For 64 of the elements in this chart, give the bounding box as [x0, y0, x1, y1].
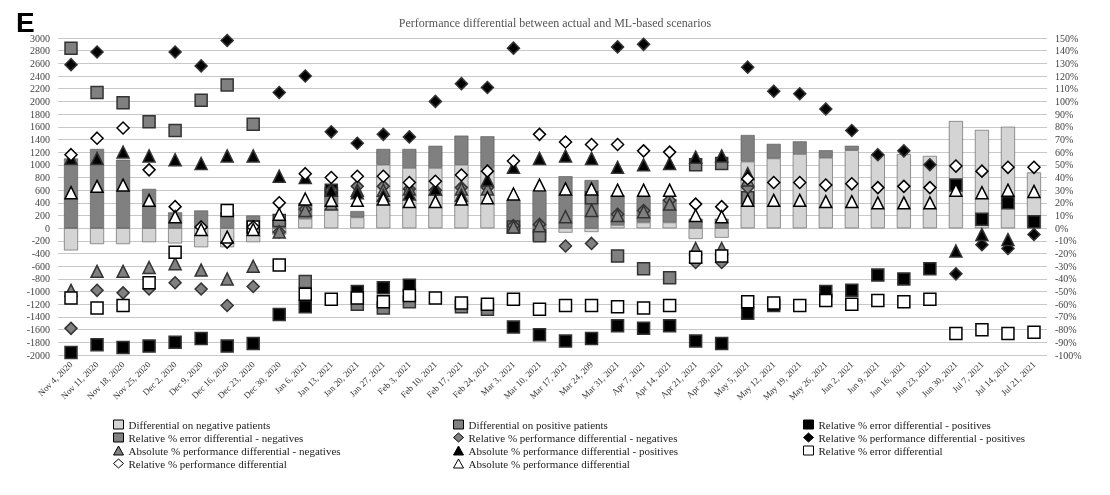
y-tick-label: 2600 [30, 57, 50, 69]
y-tick-label: -2000 [26, 349, 50, 361]
legend-label: Relative % performance differential - positives [818, 431, 1026, 444]
y2-tick-label: 70% [1055, 133, 1074, 145]
legend-label: Differential on positive patients [468, 418, 608, 431]
y-tick-label: 400 [35, 197, 50, 209]
y2-tick-label: 30% [1055, 184, 1074, 196]
y2-tick-label: 40% [1055, 171, 1074, 183]
y-tick-label: -1600 [26, 324, 50, 336]
y2-tick-label: -20% [1055, 248, 1077, 260]
y2-tick-label: -30% [1055, 260, 1077, 272]
legend-label: Differential on negative patients [128, 418, 271, 431]
y-tick-label: 2000 [30, 95, 50, 107]
y2-tick-label: 130% [1055, 57, 1079, 69]
y2-tick-label: 140% [1055, 45, 1079, 57]
y-tick-label: 200 [35, 210, 50, 222]
y2-tick-label: -100% [1055, 349, 1082, 361]
y-tick-label: 600 [35, 184, 50, 196]
y-tick-label: -1800 [26, 336, 50, 348]
y-tick-label: -600 [31, 260, 50, 272]
y2-tick-label: 50% [1055, 159, 1074, 171]
y-tick-label: 1800 [30, 108, 50, 120]
y2-tick-label: 110% [1055, 83, 1078, 95]
y2-tick-label: -40% [1055, 273, 1077, 285]
y2-tick-label: 0% [1055, 222, 1069, 234]
y-tick-label: 2200 [30, 83, 50, 95]
y2-tick-label: 80% [1055, 121, 1074, 133]
y-tick-label: 1200 [30, 146, 50, 158]
y2-tick-label: 90% [1055, 108, 1074, 120]
y2-tick-label: 150% [1055, 32, 1079, 44]
y2-tick-label: -60% [1055, 298, 1077, 310]
legend-label: Relative % error differential - negatives [128, 431, 304, 444]
y2-tick-label: 10% [1055, 210, 1074, 222]
y-tick-label: 1000 [30, 159, 50, 171]
legend-label: Relative % error differential - positives [818, 418, 991, 431]
legend-label: Absolute % performance differential - positives [468, 444, 679, 457]
y-tick-label: -1400 [26, 311, 50, 323]
legend-label: Absolute % performance differential [468, 457, 630, 470]
y2-tick-label: 100% [1055, 95, 1079, 107]
y-tick-label: 2400 [30, 70, 50, 82]
y2-tick-label: -50% [1055, 286, 1077, 298]
y-tick-label: 0 [45, 222, 50, 234]
y-tick-label: 1600 [30, 121, 50, 133]
y-tick-label: -1000 [26, 286, 50, 298]
legend-label: Relative % performance differential - negatives [468, 431, 678, 444]
chart-title: Performance differential between actual and ML-based scenarios [398, 16, 712, 30]
y2-tick-label: 60% [1055, 146, 1074, 158]
y-tick-label: 1400 [30, 133, 50, 145]
legend-label: Absolute % performance differential - negatives [128, 444, 341, 457]
y-tick-label: -800 [31, 273, 50, 285]
legend-label: Relative % error differential [818, 444, 943, 457]
y-tick-label: -400 [31, 248, 50, 260]
y-tick-label: 800 [35, 171, 50, 183]
y-tick-label: 3000 [30, 32, 50, 44]
y2-tick-label: 120% [1055, 70, 1079, 82]
y2-tick-label: 20% [1055, 197, 1074, 209]
y-tick-label: 2800 [30, 45, 50, 57]
y2-tick-label: -10% [1055, 235, 1077, 247]
y2-tick-label: -80% [1055, 324, 1077, 336]
y2-tick-label: -90% [1055, 336, 1077, 348]
y-tick-label: -200 [31, 235, 50, 247]
legend-label: Relative % performance differential [128, 457, 287, 470]
y2-tick-label: -70% [1055, 311, 1077, 323]
y-tick-label: -1200 [26, 298, 50, 310]
